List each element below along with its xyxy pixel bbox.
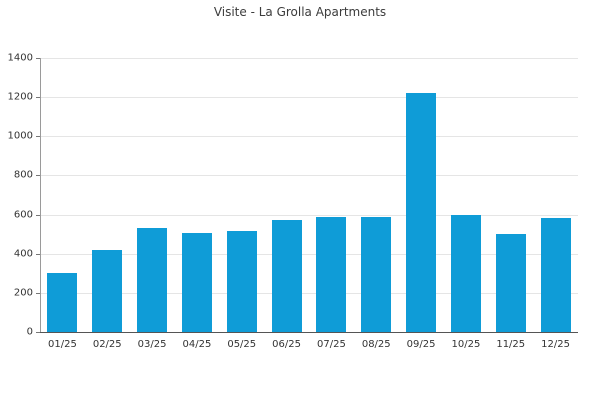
x-tick-label: 06/25 [272,339,301,350]
y-tick-mark [36,292,40,294]
bar-12/25 [541,218,571,332]
x-tick-label: 01/25 [47,339,77,350]
gridline [40,175,578,177]
y-tick-label: 1400 [7,52,33,64]
y-tick-mark [36,136,40,138]
bar-04/25 [182,233,212,332]
x-tick-label: 02/25 [92,339,122,350]
x-tick-label: 03/25 [137,339,167,350]
gridline [40,214,578,216]
y-axis-line [40,58,41,332]
y-tick-label: 1200 [7,91,33,103]
y-tick-label: 200 [13,287,33,299]
bar-10/25 [451,215,481,332]
bar-06/25 [272,220,302,332]
y-tick-mark [36,58,40,59]
gridline [40,292,578,294]
bar-09/25 [406,93,436,332]
x-tick-label: 08/25 [361,339,391,350]
x-tick-label: 09/25 [406,339,436,350]
x-axis-line [40,332,578,333]
y-tick-mark [36,214,40,216]
x-tick-label: 11/25 [496,339,526,350]
bar-03/25 [137,228,167,332]
x-tick-label: 04/25 [182,339,212,350]
x-tick-label: 10/25 [451,339,481,350]
y-tick-label: 600 [13,209,33,221]
x-tick-label: 05/25 [227,339,257,350]
y-tick-mark [36,332,40,333]
y-tick-mark [36,97,40,99]
y-tick-mark [36,253,40,255]
y-tick-label: 800 [13,169,33,181]
bar-01/25 [47,273,77,332]
y-tick-label: 1000 [7,130,33,142]
x-tick-label: 12/25 [541,339,570,350]
bar-05/25 [227,231,257,332]
x-tick-label: 07/25 [316,339,346,350]
bar-02/25 [92,250,122,332]
gridline [40,253,578,255]
bar-11/25 [496,234,526,332]
gridline [40,97,578,99]
y-tick-label: 0 [26,326,33,338]
gridline [40,58,578,59]
chart-title: Visite - La Grolla Apartments [213,5,387,19]
y-tick-mark [36,175,40,177]
bar-08/25 [361,217,391,332]
bar-07/25 [316,217,346,332]
y-tick-label: 400 [13,248,33,260]
gridline [40,136,578,138]
